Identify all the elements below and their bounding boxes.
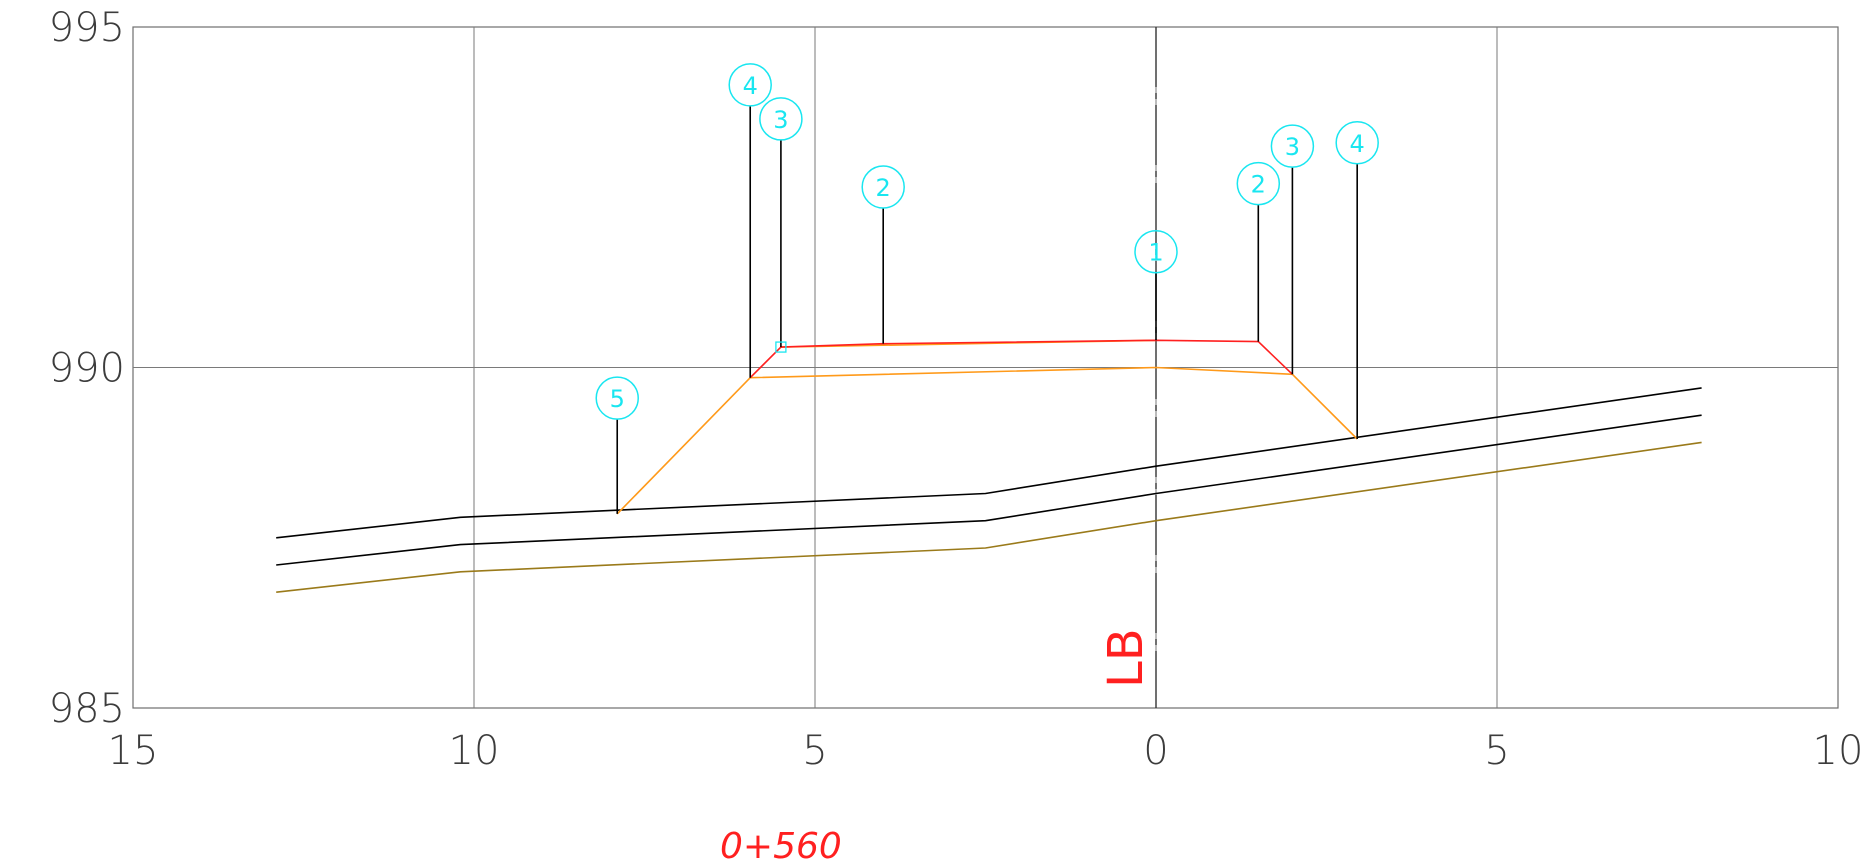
profile-line [616,366,1358,515]
x-tick-label: 0 [1143,728,1168,774]
x-tick-label: 15 [108,728,159,774]
profile-line [749,339,1293,379]
x-tick-label: 5 [802,728,827,774]
y-tick-label: 990 [49,346,125,392]
marker-circle [595,376,639,420]
profile-line [276,441,1702,593]
marker-circle [759,97,803,141]
x-tick-label: 10 [449,728,500,774]
marker-circle [1236,161,1281,206]
marker-label: 2 [1251,171,1266,199]
point-square-marker [775,341,787,353]
marker-circle [1134,229,1178,274]
marker-circle [728,63,772,107]
marker-label: 4 [1350,130,1365,158]
y-tick-label: 985 [49,686,125,732]
grid [132,26,1839,709]
marker-circle [861,165,905,209]
x-tick-label: 10 [1813,728,1864,774]
marker-label: 5 [610,385,625,413]
x-tick-label: 5 [1484,728,1509,774]
station-label: 0+560 [720,826,842,864]
marker-circle [1270,124,1315,168]
marker-label: 1 [1148,239,1163,267]
marker-label: 4 [743,72,758,100]
profile-line [276,387,1702,539]
marker-circle [1335,121,1379,165]
profile-line [276,414,1702,566]
marker-label: 3 [1285,133,1300,161]
centerline-label: LB [1098,628,1154,688]
marker-label: 3 [773,106,788,134]
y-tick-label: 995 [49,5,125,51]
marker-label: 2 [876,174,891,202]
profile-lines [276,339,1702,593]
